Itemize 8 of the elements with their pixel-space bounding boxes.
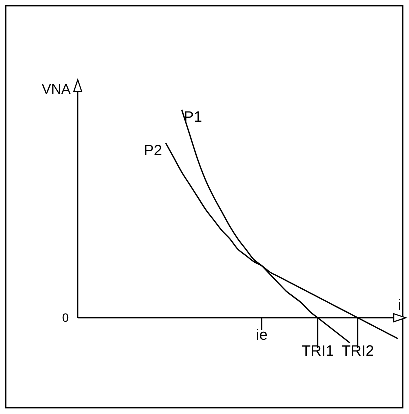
x-tick-label: ie [256, 327, 268, 344]
y-axis-title: VNA [42, 81, 72, 97]
x-tick-label: TRI2 [342, 343, 374, 360]
x-axis-title: i [398, 297, 402, 314]
series-label: P1 [184, 109, 202, 126]
text: 0 [62, 311, 70, 325]
series-label: P2 [144, 142, 162, 160]
x-tick-label: TRI1 [302, 343, 334, 360]
